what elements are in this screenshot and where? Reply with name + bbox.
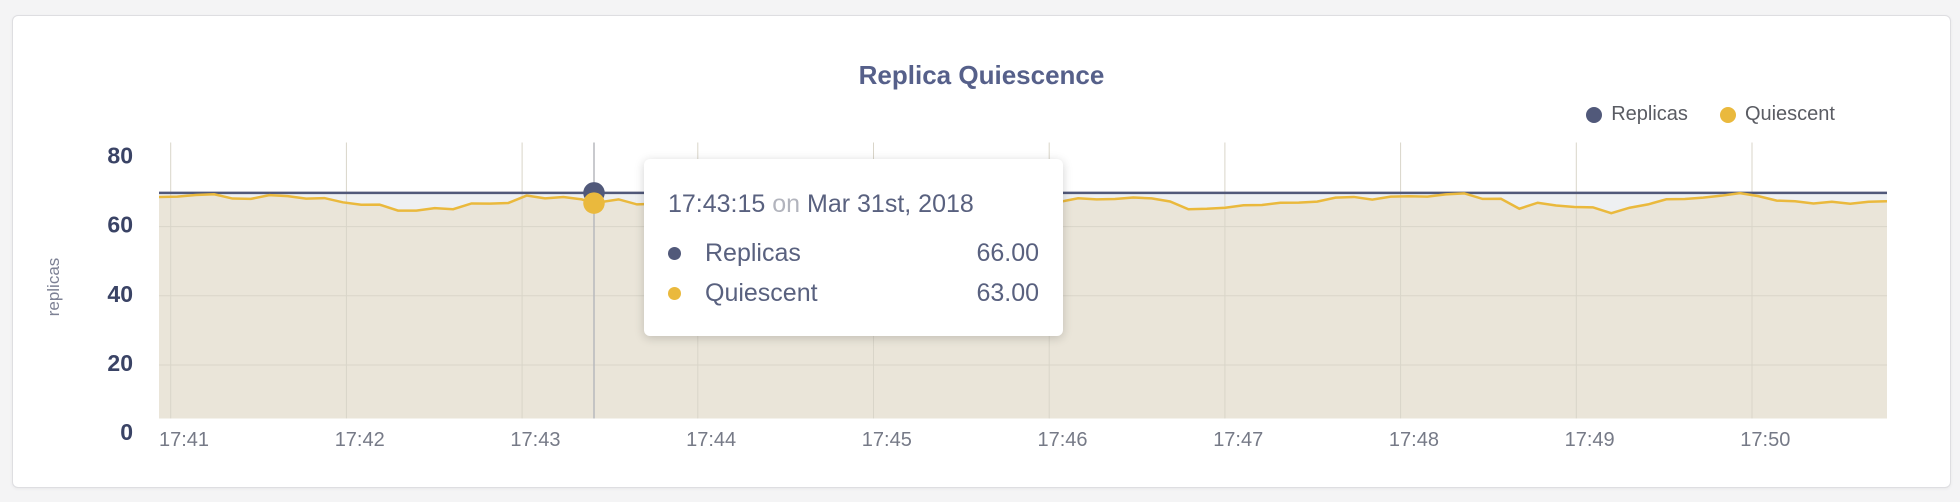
svg-text:17:43: 17:43 [510,429,560,451]
svg-text:17:42: 17:42 [335,429,385,451]
svg-text:0: 0 [120,419,133,445]
svg-text:17:47: 17:47 [1213,429,1263,451]
svg-text:17:48: 17:48 [1389,429,1439,451]
svg-text:17:45: 17:45 [862,429,912,451]
svg-text:40: 40 [107,281,133,307]
svg-text:17:46: 17:46 [1038,429,1088,451]
svg-text:17:44: 17:44 [686,429,736,451]
svg-text:17:41: 17:41 [159,429,209,451]
svg-text:17:50: 17:50 [1740,429,1790,451]
svg-text:17:49: 17:49 [1565,429,1615,451]
svg-text:20: 20 [107,350,133,376]
svg-text:60: 60 [107,212,133,238]
svg-text:80: 80 [107,143,133,169]
